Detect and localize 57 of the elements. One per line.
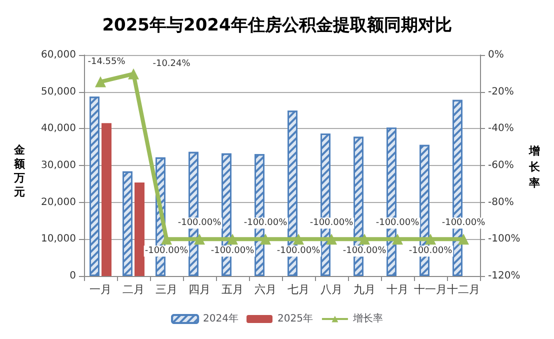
y2-tick-label: -120%: [488, 270, 520, 282]
data-label: -100.00%: [408, 246, 453, 256]
y2-tick-label: 0%: [488, 50, 504, 60]
point: [458, 234, 469, 245]
x-tick-label: 七月: [288, 283, 310, 296]
y-tick-label: 10,000: [41, 234, 76, 245]
point: [359, 234, 370, 245]
y-tick-label: 20,000: [41, 196, 76, 208]
point: [95, 76, 106, 88]
legend-label: 2024年: [203, 312, 239, 324]
data-label: -100.00%: [376, 218, 420, 228]
point: [326, 234, 337, 245]
data-label: -14.55%: [88, 56, 126, 67]
y2-tick-label: -40%: [488, 123, 514, 134]
y-tick-label: 0: [70, 270, 76, 282]
data-label: -100.00%: [310, 218, 354, 228]
point: [293, 234, 304, 245]
data-label: -100.00%: [178, 218, 222, 228]
chart-title: 2025年与2024年住房公积金提取额同期对比: [102, 16, 452, 36]
point: [392, 234, 403, 245]
data-label: -100.00%: [276, 246, 321, 256]
y-tick-label: 60,000: [41, 50, 76, 60]
x-tick-label: 六月: [254, 283, 276, 296]
x-tick-label: 二月: [122, 283, 144, 296]
x-tick-label: 一月: [90, 283, 112, 296]
x-tick-label: 九月: [354, 283, 376, 296]
y-axis-title: 金额万元: [13, 144, 26, 198]
x-tick-label: 八月: [320, 283, 342, 296]
x-tick-label: 四月: [188, 283, 210, 296]
x-tick-label: 五月: [222, 283, 244, 296]
bar: [134, 182, 144, 276]
data-label: -10.24%: [152, 58, 191, 69]
x-tick-label: 三月: [156, 283, 178, 296]
point: [194, 234, 205, 245]
y2-axis-title: 增长率: [528, 144, 541, 190]
y-tick-label: 40,000: [41, 123, 76, 134]
legend-label: 2025年: [278, 312, 313, 324]
legend-label: 增长率: [352, 312, 383, 324]
point: [260, 234, 271, 245]
data-label: -100.00%: [210, 246, 255, 256]
x-tick-label: 十一月: [414, 283, 447, 296]
data-label: -100.00%: [442, 218, 486, 228]
x-tick-label: 十月: [386, 283, 408, 296]
y-tick-label: 30,000: [41, 160, 76, 171]
y2-tick-label: -60%: [488, 160, 514, 171]
y-tick-label: 50,000: [41, 86, 76, 98]
point: [227, 234, 238, 245]
data-label: -100.00%: [244, 218, 288, 228]
data-label: -100.00%: [144, 246, 189, 256]
y2-tick-label: -100%: [488, 234, 520, 245]
data-label: -100.00%: [342, 246, 387, 256]
bar: [102, 123, 112, 276]
x-tick-label: 十二月: [447, 283, 480, 296]
point: [128, 68, 139, 80]
y2-tick-label: -80%: [488, 196, 514, 208]
y2-tick-label: -20%: [488, 86, 514, 98]
point: [425, 234, 436, 245]
